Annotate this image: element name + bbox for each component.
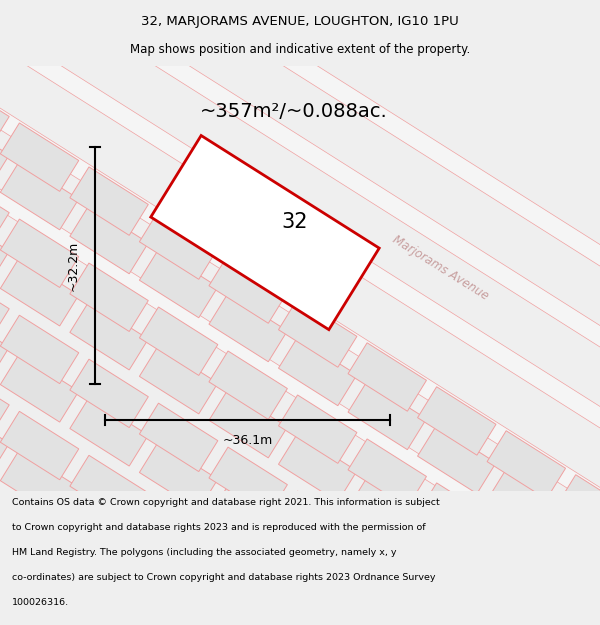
Text: 32, MARJORAMS AVENUE, LOUGHTON, IG10 1PU: 32, MARJORAMS AVENUE, LOUGHTON, IG10 1PU: [141, 14, 459, 28]
Polygon shape: [70, 494, 148, 562]
Polygon shape: [0, 406, 9, 474]
Polygon shape: [0, 368, 9, 436]
Polygon shape: [418, 579, 496, 625]
Polygon shape: [0, 309, 9, 378]
Polygon shape: [209, 255, 287, 323]
Polygon shape: [348, 478, 427, 546]
Polygon shape: [1, 411, 79, 480]
Polygon shape: [487, 623, 566, 625]
Polygon shape: [557, 513, 600, 582]
Polygon shape: [0, 0, 600, 356]
Polygon shape: [209, 351, 287, 419]
Polygon shape: [418, 618, 496, 625]
Polygon shape: [139, 211, 218, 279]
Polygon shape: [209, 389, 287, 458]
Text: ~357m²/~0.088ac.: ~357m²/~0.088ac.: [200, 102, 388, 121]
Polygon shape: [139, 403, 218, 472]
Polygon shape: [348, 381, 427, 449]
Polygon shape: [487, 431, 566, 499]
Polygon shape: [557, 475, 600, 543]
Polygon shape: [487, 469, 566, 538]
Polygon shape: [209, 582, 287, 625]
Polygon shape: [139, 249, 218, 318]
Polygon shape: [348, 574, 427, 625]
Polygon shape: [278, 433, 357, 502]
Text: Map shows position and indicative extent of the property.: Map shows position and indicative extent…: [130, 42, 470, 56]
Polygon shape: [0, 214, 9, 282]
Polygon shape: [209, 486, 287, 554]
Polygon shape: [70, 301, 148, 370]
Polygon shape: [278, 338, 357, 406]
Text: ~32.2m: ~32.2m: [67, 241, 79, 291]
Polygon shape: [1, 219, 79, 288]
Text: Marjorams Avenue: Marjorams Avenue: [389, 233, 490, 303]
Polygon shape: [278, 395, 357, 463]
Polygon shape: [0, 0, 600, 274]
Polygon shape: [278, 491, 357, 559]
Polygon shape: [70, 398, 148, 466]
Text: Contains OS data © Crown copyright and database right 2021. This information is : Contains OS data © Crown copyright and d…: [12, 498, 440, 507]
Polygon shape: [0, 175, 9, 244]
Polygon shape: [139, 499, 218, 568]
Text: to Crown copyright and database rights 2023 and is reproduced with the permissio: to Crown copyright and database rights 2…: [12, 522, 425, 532]
Polygon shape: [1, 315, 79, 384]
Polygon shape: [348, 439, 427, 508]
Text: co-ordinates) are subject to Crown copyright and database rights 2023 Ordnance S: co-ordinates) are subject to Crown copyr…: [12, 572, 436, 581]
Polygon shape: [139, 346, 218, 414]
Polygon shape: [418, 425, 496, 494]
Text: HM Land Registry. The polygons (including the associated geometry, namely x, y: HM Land Registry. The polygons (includin…: [12, 548, 397, 556]
Polygon shape: [1, 450, 79, 518]
Polygon shape: [1, 354, 79, 422]
Polygon shape: [1, 161, 79, 230]
Polygon shape: [0, 79, 9, 148]
Polygon shape: [487, 566, 566, 625]
Polygon shape: [0, 118, 9, 186]
Polygon shape: [70, 263, 148, 331]
Polygon shape: [348, 342, 427, 411]
Polygon shape: [139, 538, 218, 606]
Polygon shape: [139, 442, 218, 510]
Polygon shape: [0, 181, 600, 598]
Polygon shape: [70, 206, 148, 274]
Text: 100026316.: 100026316.: [12, 598, 69, 606]
Polygon shape: [1, 123, 79, 191]
Polygon shape: [487, 527, 566, 595]
Text: ~36.1m: ~36.1m: [223, 434, 272, 446]
Polygon shape: [348, 535, 427, 604]
Polygon shape: [278, 529, 357, 598]
Polygon shape: [0, 19, 600, 436]
Text: 32: 32: [282, 213, 308, 232]
Polygon shape: [70, 167, 148, 236]
Polygon shape: [418, 387, 496, 455]
Polygon shape: [557, 609, 600, 625]
Polygon shape: [0, 99, 600, 518]
Polygon shape: [209, 293, 287, 362]
Polygon shape: [70, 455, 148, 524]
Polygon shape: [139, 307, 218, 376]
Polygon shape: [278, 299, 357, 368]
Polygon shape: [278, 588, 357, 625]
Polygon shape: [418, 483, 496, 551]
Polygon shape: [151, 136, 379, 329]
Polygon shape: [209, 447, 287, 516]
Polygon shape: [209, 543, 287, 612]
Polygon shape: [557, 571, 600, 625]
Polygon shape: [70, 359, 148, 428]
Polygon shape: [1, 258, 79, 326]
Polygon shape: [0, 271, 9, 339]
Polygon shape: [418, 521, 496, 590]
